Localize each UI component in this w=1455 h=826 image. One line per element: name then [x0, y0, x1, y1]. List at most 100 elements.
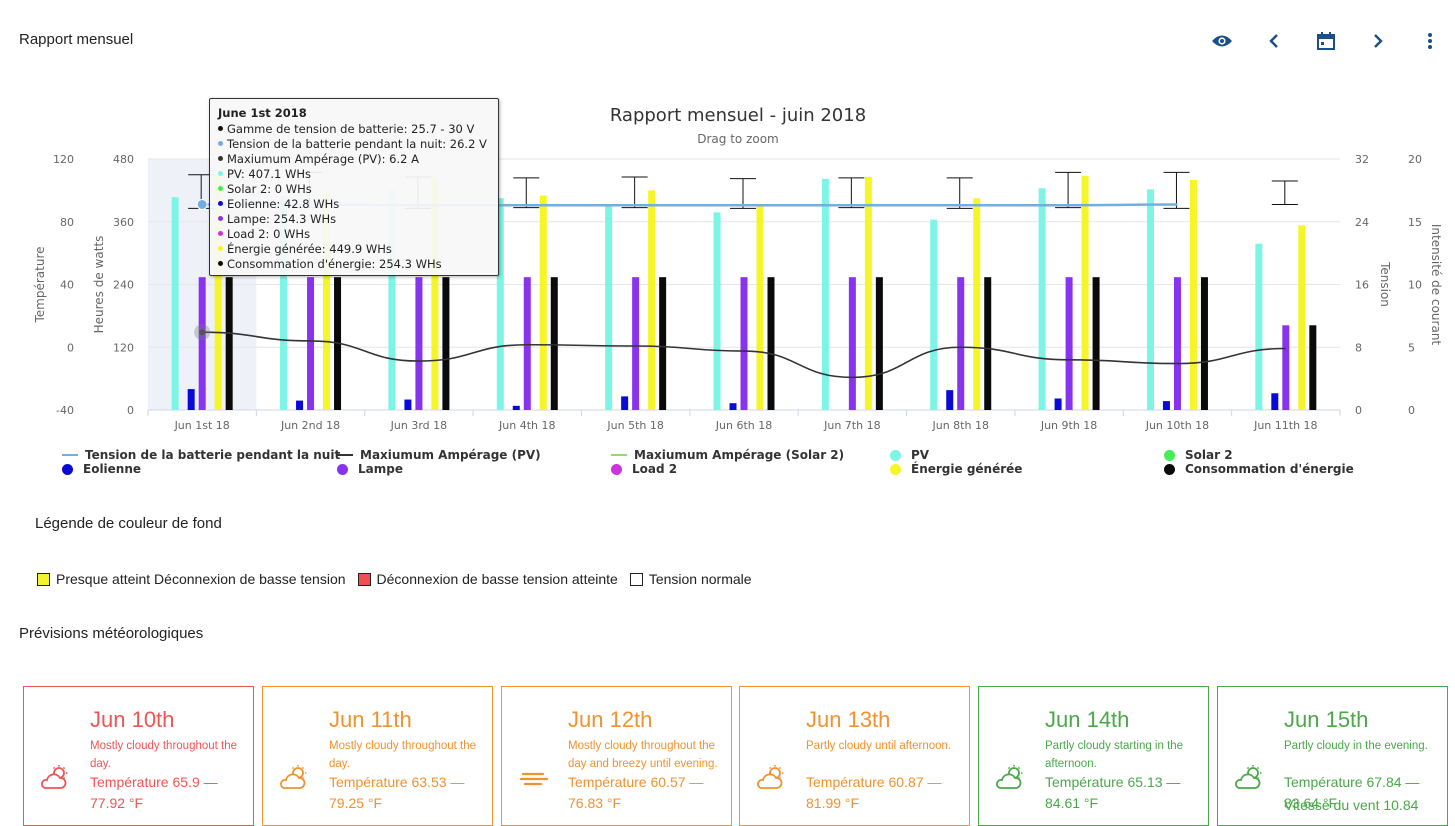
watthours-tick-label: 240 — [113, 279, 134, 292]
background-legend: Presque atteint Déconnexion de basse ten… — [37, 571, 764, 587]
legend-item[interactable]: PV — [890, 448, 929, 462]
bar--nergie-g-n-r-e — [1189, 179, 1197, 410]
x-tick-label: Jun 10th 18 — [1145, 419, 1209, 432]
page-title: Rapport mensuel — [19, 31, 134, 48]
bar-lampe — [415, 277, 423, 410]
more-vert-icon[interactable] — [1416, 27, 1444, 55]
tooltip-row-text: Load 2: 0 WHs — [227, 227, 311, 241]
bar--nergie-g-n-r-e — [864, 176, 872, 410]
weather-temperature: Température 67.84 — 83.64 °F — [1284, 774, 1420, 811]
tooltip-row-text: Consommation d'énergie: 254.3 WHs — [227, 257, 442, 271]
legend-item[interactable]: Solar 2 — [1164, 448, 1233, 462]
bar-lampe — [1065, 277, 1073, 410]
tooltip-dot — [218, 216, 223, 221]
legend-item[interactable]: Lampe — [337, 462, 403, 476]
tooltip-row-text: Solar 2: 0 WHs — [227, 182, 312, 196]
weather-card[interactable]: Jun 13th Partly cloudy until afternoon. Te… — [739, 686, 970, 826]
legend-label: Solar 2 — [1185, 448, 1233, 462]
legend-symbol — [62, 454, 78, 456]
temperature-tick-label: 80 — [60, 216, 74, 229]
voltage-axis-title: Tension — [1378, 261, 1392, 307]
color-swatch — [629, 572, 643, 586]
bar-pv — [821, 178, 829, 410]
legend-label: Consommation d'énergie — [1185, 462, 1354, 476]
legend-item[interactable]: Eolienne — [62, 462, 141, 476]
legend-item[interactable]: Tension de la batterie pendant la nuit — [62, 448, 340, 462]
legend-symbol — [1164, 463, 1175, 475]
chevron-left-icon[interactable] — [1260, 27, 1288, 55]
wind-icon — [517, 764, 551, 792]
weather-title: Prévisions météorologiques — [19, 625, 204, 642]
voltage-tick-label: 24 — [1355, 216, 1369, 229]
weather-card[interactable]: Jun 12th Mostly cloudy throughout the day… — [501, 686, 732, 826]
legend-symbol — [337, 454, 353, 456]
temperature-tick-label: 120 — [53, 153, 74, 166]
tooltip-dot — [218, 186, 223, 191]
background-legend-item: Presque atteint Déconnexion de basse ten… — [37, 571, 346, 587]
legend-symbol — [337, 463, 348, 475]
bar-eolienne — [404, 399, 412, 410]
bar-eolienne — [1054, 398, 1062, 410]
partly-cloudy-icon — [1233, 764, 1267, 792]
bar-lampe — [848, 277, 856, 410]
eye-icon[interactable] — [1208, 27, 1236, 55]
weather-temperature: Température 60.57 — 76.83 °F — [568, 774, 704, 811]
bar-eolienne — [946, 390, 954, 410]
bar-consommation-d-nergie — [659, 277, 667, 410]
partly-cloudy-icon — [39, 764, 73, 792]
bar-pv — [280, 195, 288, 410]
bar-pv — [713, 212, 721, 410]
temperature-axis-title: Température — [33, 246, 47, 323]
tooltip-row-text: Maxiumum Ampérage (PV): 6.2 A — [227, 152, 419, 166]
weather-card[interactable]: Jun 14th Partly cloudy starting in the af… — [978, 686, 1209, 826]
legend-symbol — [62, 463, 73, 475]
bar-lampe — [198, 277, 206, 410]
weather-card[interactable]: Jun 15th Partly cloudy in the evening. Tem… — [1217, 686, 1448, 826]
tooltip-row-text: Énergie générée: 449.9 WHs — [227, 242, 392, 256]
bar-pv — [388, 190, 396, 410]
x-tick-label: Jun 11th 18 — [1253, 419, 1317, 432]
voltage-tick-label: 32 — [1355, 153, 1369, 166]
bar-consommation-d-nergie — [1309, 325, 1317, 410]
current-tick-label: 20 — [1408, 153, 1422, 166]
bar-consommation-d-nergie — [225, 277, 233, 410]
weather-date: Jun 10th — [90, 707, 175, 732]
legend-item[interactable]: Load 2 — [611, 462, 677, 476]
legend-symbol — [890, 449, 901, 461]
tooltip-row-text: Lampe: 254.3 WHs — [227, 212, 337, 226]
hover-marker-voltage — [196, 198, 208, 210]
weather-card[interactable]: Jun 10th Mostly cloudy throughout the day… — [23, 686, 254, 826]
legend-label: Load 2 — [632, 462, 678, 476]
tooltip-row: Eolienne: 42.8 WHs — [218, 197, 490, 212]
chevron-right-icon[interactable] — [1364, 27, 1392, 55]
chart-title: Rapport mensuel - juin 2018 — [610, 105, 866, 126]
watthours-tick-label: 0 — [127, 404, 134, 417]
weather-card[interactable]: Jun 11th Mostly cloudy throughout the day… — [262, 686, 493, 826]
background-legend-item: Déconnexion de basse tension atteinte — [357, 571, 618, 587]
bar-lampe — [740, 277, 748, 410]
x-tick-label: Jun 5th 18 — [606, 419, 663, 432]
bar-eolienne — [621, 396, 629, 410]
legend-symbol — [1164, 449, 1175, 461]
bar--nergie-g-n-r-e — [1081, 175, 1089, 410]
x-tick-label: Jun 4th 18 — [498, 419, 555, 432]
x-tick-label: Jun 8th 18 — [931, 419, 988, 432]
tooltip-row: Load 2: 0 WHs — [218, 227, 490, 242]
bar-consommation-d-nergie — [767, 277, 775, 410]
background-legend-title: Légende de couleur de fond — [35, 515, 222, 532]
legend-item[interactable]: Consommation d'énergie — [1164, 462, 1354, 476]
current-tick-label: 15 — [1408, 216, 1422, 229]
legend-label: Eolienne — [83, 462, 142, 476]
bar-eolienne — [187, 389, 195, 410]
tooltip-row: Tension de la batterie pendant la nuit: … — [218, 137, 490, 152]
current-tick-label: 0 — [1408, 404, 1415, 417]
hover-marker-current — [199, 329, 206, 336]
legend-item[interactable]: Maxiumum Ampérage (PV) — [337, 448, 541, 462]
calendar-icon[interactable] — [1312, 27, 1340, 55]
background-legend-label: Déconnexion de basse tension atteinte — [376, 571, 618, 587]
weather-date: Jun 11th — [329, 707, 412, 732]
legend-item[interactable]: Énergie générée — [890, 462, 1022, 476]
watthours-tick-label: 120 — [113, 341, 134, 354]
legend-item[interactable]: Maxiumum Ampérage (Solar 2) — [611, 448, 844, 462]
bar-eolienne — [512, 405, 520, 410]
